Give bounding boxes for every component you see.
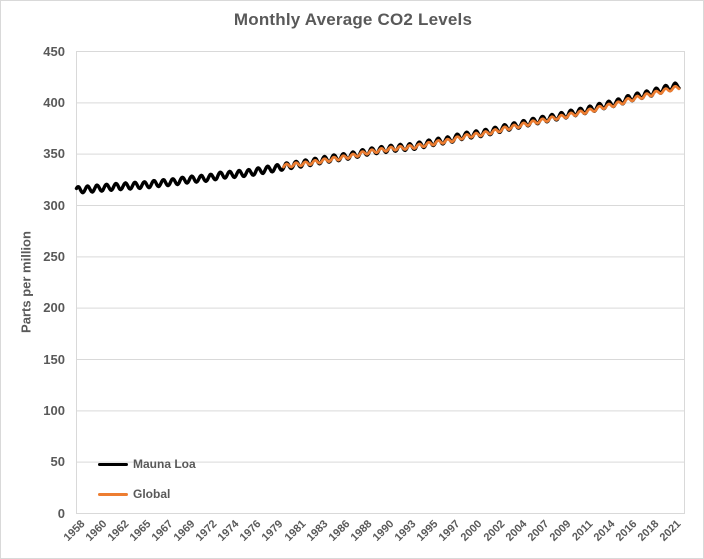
legend-item-global: Global xyxy=(98,479,196,509)
y-tick-label-250: 250 xyxy=(43,248,65,264)
legend-swatch-mauna-loa-icon xyxy=(98,462,128,466)
legend-swatch-global-icon xyxy=(98,492,128,496)
chart-title: Monthly Average CO2 Levels xyxy=(233,10,473,29)
plot-border xyxy=(76,51,685,514)
y-tick-label-400: 400 xyxy=(43,94,65,110)
y-tick-label-0: 0 xyxy=(57,505,65,521)
y-tick-label-450: 450 xyxy=(43,43,65,59)
series-line-mauna-loa xyxy=(74,81,681,195)
y-tick-label-350: 350 xyxy=(43,146,65,162)
y-tick-label-300: 300 xyxy=(43,197,65,213)
y-tick-label-150: 150 xyxy=(43,351,65,367)
legend-label-global: Global xyxy=(133,487,171,501)
legend: Mauna Loa Global xyxy=(98,449,196,509)
legend-label-mauna-loa: Mauna Loa xyxy=(133,457,196,471)
y-tick-label-200: 200 xyxy=(43,300,65,316)
y-tick-label-100: 100 xyxy=(43,402,65,418)
legend-item-mauna-loa: Mauna Loa xyxy=(98,449,196,479)
y-tick-label-50: 50 xyxy=(50,454,65,470)
series-line-global xyxy=(282,84,681,169)
